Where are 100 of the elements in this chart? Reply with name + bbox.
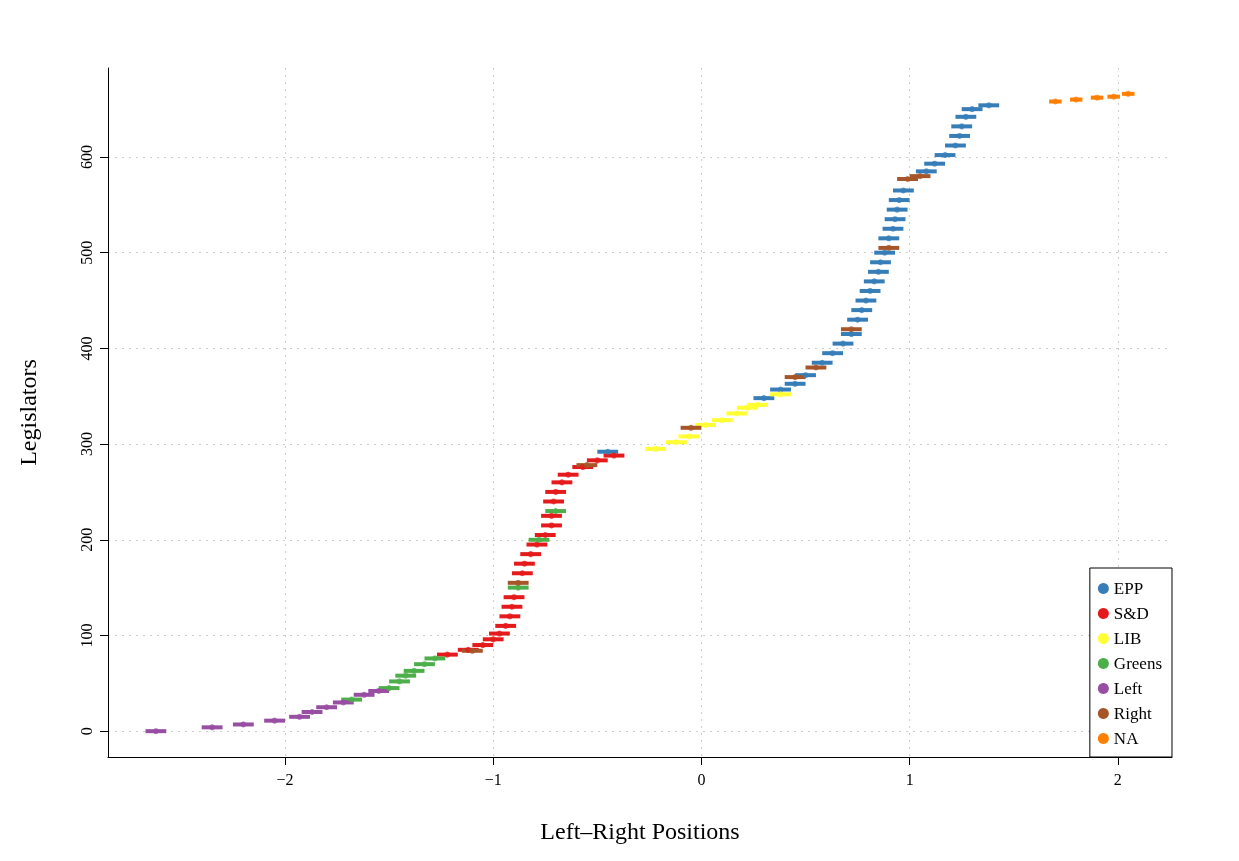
y-tick-label: 200	[77, 527, 95, 552]
point	[777, 391, 784, 398]
point	[881, 249, 888, 256]
point	[923, 168, 930, 175]
point	[792, 374, 799, 381]
point	[962, 113, 969, 120]
y-axis-title: Legislators	[15, 359, 41, 466]
point	[792, 380, 799, 387]
point	[511, 594, 518, 601]
x-tick-label: −2	[276, 770, 294, 788]
point	[652, 445, 659, 452]
point	[802, 372, 809, 379]
point	[533, 541, 540, 548]
point	[152, 728, 159, 735]
point	[610, 452, 617, 459]
legend-label: Greens	[1113, 654, 1163, 673]
point	[685, 433, 692, 440]
point	[862, 297, 869, 304]
point	[877, 259, 884, 266]
y-tick-label: 0	[77, 727, 95, 736]
point	[552, 488, 559, 495]
point	[985, 102, 992, 109]
point	[348, 696, 355, 703]
point	[558, 479, 565, 486]
point	[421, 661, 428, 668]
point	[733, 410, 740, 417]
y-tick-label: 100	[77, 623, 95, 648]
point	[361, 691, 368, 698]
point	[829, 350, 836, 357]
point	[431, 655, 438, 662]
point	[490, 636, 497, 643]
point	[548, 512, 555, 519]
x-tick-label: 0	[697, 770, 706, 788]
point	[894, 206, 901, 213]
point	[444, 651, 451, 658]
point	[583, 462, 590, 469]
point	[396, 678, 403, 685]
legend-label: Left	[1113, 679, 1143, 698]
point	[760, 395, 767, 402]
point	[594, 457, 601, 464]
point	[550, 498, 557, 505]
point	[1094, 94, 1101, 101]
point	[892, 216, 899, 223]
point	[812, 364, 819, 371]
point	[867, 287, 874, 294]
point	[819, 359, 826, 366]
y-tick-label: 400	[77, 336, 95, 361]
legend-label: Right	[1113, 704, 1152, 723]
point	[889, 225, 896, 232]
point	[565, 471, 572, 478]
legend-label: LIB	[1113, 629, 1142, 648]
legend-label: S&D	[1113, 604, 1149, 623]
point	[958, 123, 965, 130]
point	[969, 106, 976, 113]
point	[956, 132, 963, 139]
point	[942, 152, 949, 159]
point	[552, 508, 559, 515]
legend-label: EPP	[1113, 579, 1144, 598]
point	[515, 579, 522, 586]
point	[854, 316, 861, 323]
point	[900, 187, 907, 194]
point	[604, 448, 611, 455]
point	[548, 522, 555, 529]
point	[904, 176, 911, 182]
point	[754, 401, 761, 408]
point	[506, 613, 513, 620]
point	[673, 439, 680, 446]
point	[508, 603, 515, 610]
point	[496, 630, 503, 637]
point	[479, 642, 486, 649]
point	[386, 685, 393, 692]
point	[871, 278, 878, 285]
x-tick-label: −1	[484, 770, 502, 788]
point	[917, 173, 924, 180]
point	[402, 672, 409, 679]
x-tick-label: 1	[905, 770, 914, 788]
point	[719, 417, 726, 424]
point	[527, 551, 534, 558]
point	[840, 340, 847, 347]
point	[1073, 96, 1080, 103]
point	[896, 197, 903, 204]
point	[702, 421, 709, 428]
point	[744, 404, 751, 411]
point	[931, 160, 938, 167]
point	[858, 307, 865, 314]
point	[875, 268, 882, 275]
y-tick-label: 500	[77, 240, 95, 265]
point	[502, 622, 509, 629]
point	[521, 560, 528, 567]
point	[271, 717, 278, 724]
point	[209, 724, 216, 731]
point	[296, 713, 303, 720]
y-tick-label: 300	[77, 432, 95, 457]
legend-label: NA	[1113, 729, 1140, 748]
x-tick-label: 2	[1113, 770, 1122, 788]
point	[519, 570, 526, 577]
point	[542, 531, 549, 538]
point	[885, 235, 892, 242]
point	[469, 647, 476, 654]
point	[952, 142, 959, 149]
